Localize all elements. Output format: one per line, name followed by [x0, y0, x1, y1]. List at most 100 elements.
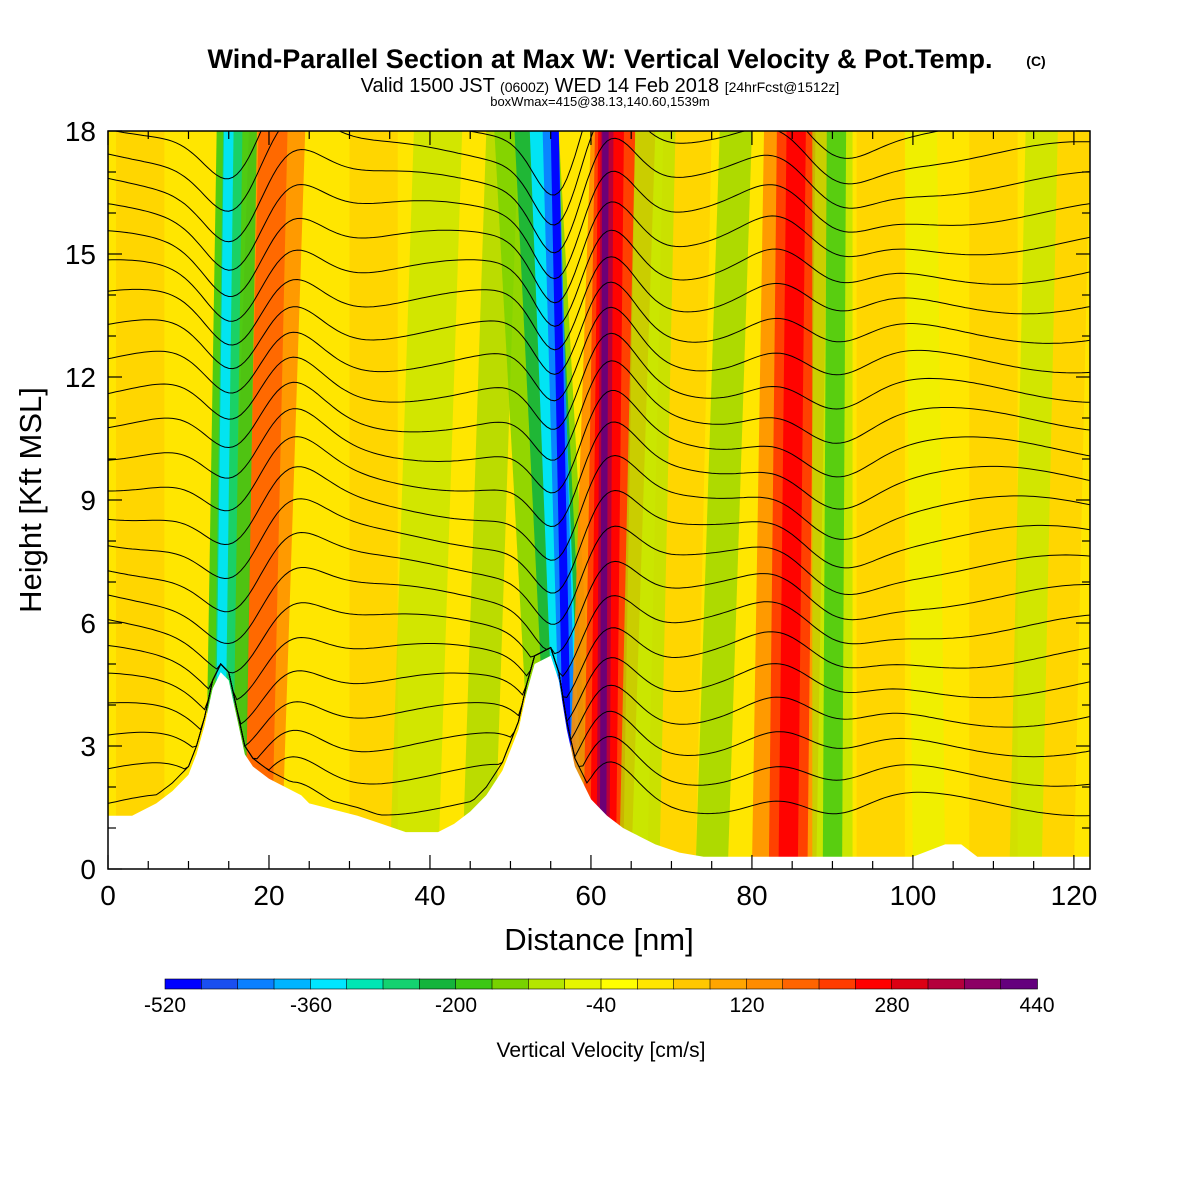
x-axis-label: Distance [nm]: [504, 922, 694, 957]
colorbar-swatch: [528, 978, 566, 990]
theta-contour: [108, 595, 1090, 678]
theta-contour: [108, 390, 1090, 494]
y-tick-label: 18: [65, 116, 96, 147]
theta-contour: [108, 137, 1090, 254]
colorbar-tick-label: -200: [435, 994, 477, 1017]
colorbar-tick-label: 280: [874, 994, 909, 1017]
theta-contour: [108, 306, 1090, 402]
colorbar-swatch: [891, 978, 929, 990]
valid-prefix: Valid 1500 JST: [361, 75, 495, 97]
velocity-streak: [969, 131, 1018, 869]
theta-contours: [108, 131, 1090, 817]
velocity-streak: [778, 131, 806, 869]
velocity-streak: [695, 131, 752, 869]
colorbar-swatch: [746, 978, 784, 990]
colorbar-swatch: [273, 978, 312, 990]
x-tick-label: 20: [253, 880, 284, 911]
theta-contour: [108, 525, 1090, 625]
plot-area: [108, 131, 1090, 869]
valid-utc: (0600Z): [500, 79, 549, 95]
colorbar-swatch: [709, 978, 748, 990]
colorbar-swatch: [237, 978, 275, 990]
colorbar-swatch: [637, 978, 675, 990]
velocity-streak: [856, 131, 905, 869]
x-tick-label: 120: [1051, 880, 1098, 911]
colorbar-swatch: [600, 978, 639, 990]
velocity-field: [116, 131, 1090, 869]
theta-contour: [108, 131, 1090, 226]
x-tick-label: 80: [736, 880, 767, 911]
theta-contour: [108, 421, 1090, 528]
colorbar-swatch: [964, 978, 1002, 990]
colorbar-label: Vertical Velocity [cm/s]: [497, 1039, 706, 1062]
y-tick-label: 0: [80, 854, 96, 885]
x-tick-label: 40: [414, 880, 445, 911]
colorbar-swatch: [564, 978, 602, 990]
colorbar-swatch: [491, 978, 530, 990]
forecast-info: [24hrFcst@1512z]: [725, 79, 840, 95]
theta-contour: [108, 646, 1090, 787]
colorbar-swatch: [310, 978, 348, 990]
colorbar-swatch: [419, 978, 457, 990]
y-tick-label: 6: [80, 608, 96, 639]
valid-time: Valid 1500 JST (0600Z) WED 14 Feb 2018 […: [361, 75, 840, 97]
velocity-streak: [822, 131, 847, 869]
velocity-streak: [619, 131, 676, 869]
colorbar-swatch: [382, 978, 421, 990]
colorbar-tick-label: -360: [290, 994, 332, 1017]
colorbar-swatch: [201, 978, 239, 990]
colorbar-tick-label: 440: [1019, 994, 1054, 1017]
velocity-streak: [904, 131, 946, 869]
colorbar-tick-label: 120: [729, 994, 764, 1017]
velocity-streak: [550, 131, 574, 869]
velocity-streak: [462, 131, 519, 869]
y-tick-label: 12: [65, 362, 96, 393]
theta-contour: [108, 646, 1090, 725]
colorbar-swatch: [927, 978, 966, 990]
colorbar-swatch: [455, 978, 493, 990]
colorbar-tick-labels: -520 -360 -200 -40 120 280 440: [144, 994, 1055, 1017]
theta-contour: [108, 627, 1090, 701]
colorbar-swatch: [855, 978, 893, 990]
velocity-streak: [1009, 131, 1058, 869]
terrain: [108, 655, 1090, 869]
theta-contour: [108, 646, 1090, 817]
theta-contour: [108, 256, 1090, 351]
y-tick-label: 15: [65, 239, 96, 270]
x-tick-labels: 0 20 40 60 80 100 120: [100, 880, 1097, 911]
theta-contour: [108, 454, 1090, 561]
colorbar-swatch: [673, 978, 711, 990]
theta-contour: [112, 131, 941, 196]
velocity-streak: [116, 131, 165, 869]
x-tick-label: 0: [100, 880, 116, 911]
velocity-streak: [389, 131, 463, 869]
theta-contour: [108, 646, 1090, 747]
y-tick-labels: 0 3 6 9 12 15 18: [65, 116, 96, 885]
theta-contour: [108, 646, 1090, 760]
x-tick-label: 100: [890, 880, 937, 911]
copyright-mark: (C): [1026, 53, 1045, 69]
axis-ticks: [107, 130, 1090, 870]
colorbar-swatch: [164, 978, 203, 990]
velocity-streak: [349, 131, 398, 869]
theta-contour: [108, 560, 1090, 655]
x-tick-label: 60: [575, 880, 606, 911]
theta-contour: [108, 229, 1090, 327]
velocity-streak: [301, 131, 350, 869]
y-axis-label: Height [Kft MSL]: [13, 387, 48, 613]
colorbar-tick-label: -40: [586, 994, 616, 1017]
theta-contour: [108, 489, 1090, 594]
theta-contour: [108, 281, 1090, 375]
colorbar: [164, 978, 1038, 990]
velocity-streak: [599, 131, 609, 869]
velocity-streak: [242, 131, 288, 869]
colorbar-swatch: [782, 978, 820, 990]
colorbar-tick-label: -520: [144, 994, 186, 1017]
y-tick-label: 9: [80, 485, 96, 516]
colorbar-swatch: [346, 978, 384, 990]
y-tick-label: 3: [80, 731, 96, 762]
theta-contour: [108, 360, 1090, 461]
colorbar-swatch: [818, 978, 857, 990]
theta-contour: [108, 201, 1090, 304]
